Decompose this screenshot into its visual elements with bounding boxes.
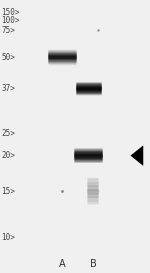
Text: 37>: 37> bbox=[2, 84, 15, 93]
Text: A: A bbox=[59, 259, 66, 269]
Text: 10>: 10> bbox=[2, 233, 15, 242]
Text: 50>: 50> bbox=[2, 53, 15, 62]
Text: 150>: 150> bbox=[2, 8, 20, 17]
Text: B: B bbox=[90, 259, 96, 269]
Text: 20>: 20> bbox=[2, 151, 15, 160]
Polygon shape bbox=[130, 145, 143, 166]
Text: 25>: 25> bbox=[2, 129, 15, 138]
Text: 15>: 15> bbox=[2, 187, 15, 195]
Text: 100>: 100> bbox=[2, 16, 20, 25]
Text: 75>: 75> bbox=[2, 26, 15, 34]
